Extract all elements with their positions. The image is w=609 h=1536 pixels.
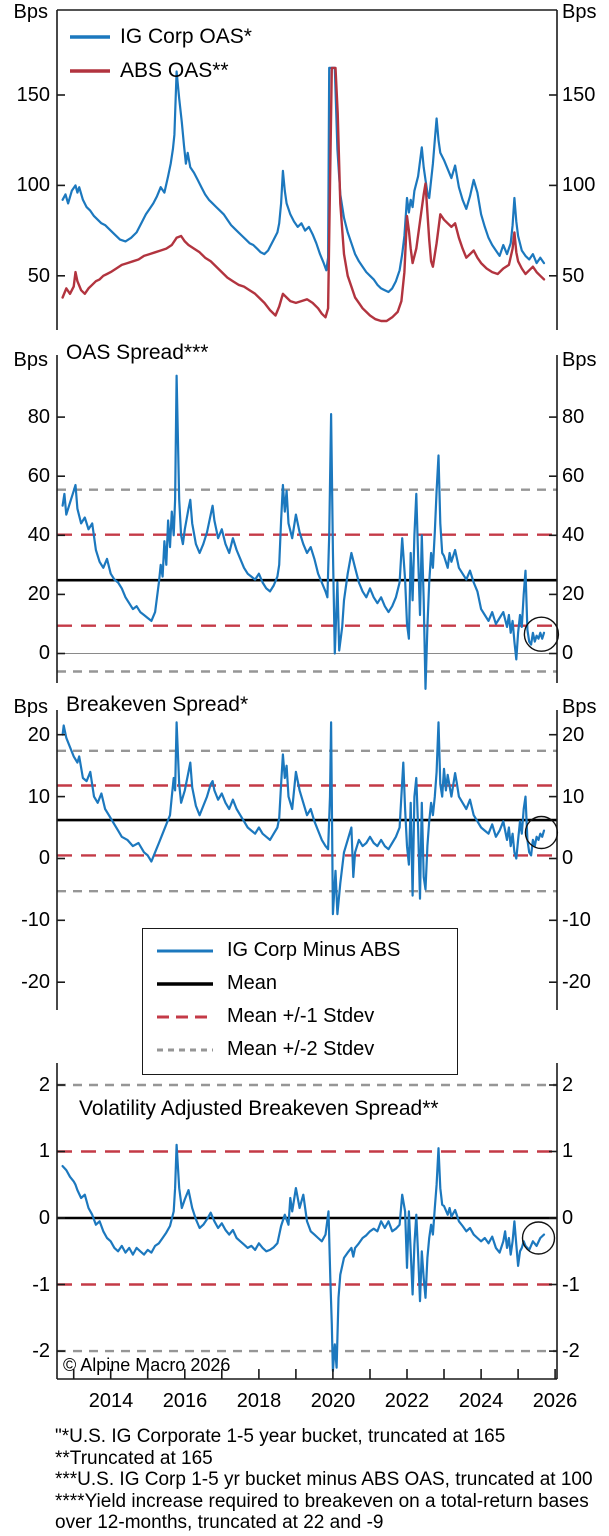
legend-label: Mean +/-2 Stdev (227, 1038, 375, 1060)
y-tick-label-left: 0 (38, 642, 50, 664)
legend-label: Mean (227, 972, 278, 994)
y-tick-label-left: -10 (21, 909, 50, 931)
y-tick-label-right: 0 (562, 1207, 574, 1229)
legend-item-ig-corp-minus-abs: IG Corp Minus ABS (143, 934, 457, 967)
panel-2-unit-label-right: Bps (562, 349, 597, 371)
y-tick-label-right: 10 (562, 786, 585, 808)
panel-3-legend-box: IG Corp Minus ABS Mean Mean +/-1 Stdev M… (142, 928, 458, 1075)
y-tick-label-right: 50 (562, 265, 585, 287)
footnote-line: **Truncated at 165 (55, 1447, 213, 1469)
x-tick-label: 2022 (384, 1390, 430, 1412)
y-tick-label-left: 60 (27, 465, 50, 487)
series-line-breakeven-spread (61, 721, 546, 916)
x-tick-label: 2024 (458, 1390, 504, 1412)
series-line-volatility-adjusted-breakeven-spread (61, 1143, 546, 1373)
y-tick-label-left: 150 (16, 84, 50, 106)
series-line-ig-corp-oas (61, 66, 546, 294)
copyright-notice: © Alpine Macro 2026 (63, 1355, 231, 1375)
y-tick-label-right: 0 (562, 642, 574, 664)
y-tick-label-right: 0 (562, 847, 574, 869)
legend-item-mean-2-stdev: Mean +/-2 Stdev (143, 1033, 457, 1066)
latest-value-circle (524, 815, 559, 850)
y-tick-label-right: 100 (562, 174, 596, 196)
y-tick-label-right: 150 (562, 84, 596, 106)
panel-3-unit-label-left: Bps (13, 696, 48, 718)
y-tick-label-right: -10 (562, 909, 591, 931)
y-tick-label-left: 10 (27, 786, 50, 808)
series-line-oas-spread-ig-corp-minus-abs (61, 374, 546, 691)
series-line-abs-oas (61, 66, 546, 323)
y-tick-label-right: -20 (562, 971, 591, 993)
y-tick-label-left: 0 (38, 847, 50, 869)
legend-item-mean-1-stdev: Mean +/-1 Stdev (143, 1000, 457, 1033)
y-tick-label-right: -1 (562, 1274, 580, 1296)
footnote-line: "*U.S. IG Corporate 1-5 year bucket, tru… (55, 1426, 506, 1447)
latest-value-circle (521, 1221, 556, 1255)
y-tick-label-left: 100 (16, 174, 50, 196)
y-tick-label-left: 50 (27, 265, 50, 287)
legend-label: ABS OAS** (120, 59, 229, 82)
y-tick-label-right: 2 (562, 1074, 574, 1096)
y-tick-label-left: -20 (21, 971, 50, 993)
y-tick-label-right: 20 (562, 724, 585, 746)
y-tick-label-left: 40 (27, 524, 50, 546)
panel-2-plot (56, 355, 560, 691)
y-tick-label-left: 1 (38, 1140, 50, 1162)
panel-1-legend: IG Corp OAS* ABS OAS** (70, 20, 252, 88)
y-tick-label-right: 60 (562, 465, 585, 487)
panel-3-unit-label-right: Bps (562, 696, 597, 718)
panel-1-plot (56, 9, 558, 330)
panel-3-plot (56, 710, 559, 1010)
y-tick-label-left: -1 (32, 1274, 50, 1296)
y-tick-label-left: 20 (27, 724, 50, 746)
panel-2-title: OAS Spread*** (66, 341, 209, 364)
footnote-line: ***U.S. IG Corp 1-5 yr bucket minus ABS … (55, 1469, 593, 1490)
blue-line-swatch-icon (157, 949, 213, 952)
y-tick-label-right: 20 (562, 583, 585, 605)
y-tick-label-right: 1 (562, 1140, 574, 1162)
legend-item-mean: Mean (143, 967, 457, 1000)
x-tick-label: 2014 (88, 1390, 134, 1412)
x-tick-label: 2026 (532, 1390, 578, 1412)
footnote-line: ****Yield increase required to breakeven… (55, 1490, 589, 1534)
panel-4-plot (56, 1063, 558, 1380)
y-tick-label-left: 80 (27, 406, 50, 428)
y-tick-label-right: -2 (562, 1340, 580, 1362)
panel-1-unit-label-left: Bps (13, 1, 48, 23)
panel-4-title: Volatility Adjusted Breakeven Spread** (79, 1097, 439, 1120)
panel-3-title: Breakeven Spread* (66, 693, 249, 716)
blue-line-swatch-icon (70, 35, 110, 39)
x-tick-label: 2018 (236, 1390, 282, 1412)
legend-label: IG Corp OAS* (120, 25, 252, 48)
legend-label: IG Corp Minus ABS (227, 939, 401, 961)
x-tick-label: 2016 (162, 1390, 208, 1412)
y-tick-label-left: 0 (38, 1207, 50, 1229)
y-tick-label-right: 80 (562, 406, 585, 428)
gray-dashed-swatch-icon (157, 1048, 213, 1051)
panel-1-unit-label-right: Bps (562, 1, 597, 23)
red-dashed-swatch-icon (157, 1015, 213, 1018)
y-tick-label-left: 20 (27, 583, 50, 605)
y-tick-label-left: -2 (32, 1340, 50, 1362)
red-line-swatch-icon (70, 69, 110, 73)
y-tick-label-left: 2 (38, 1074, 50, 1096)
panel-2-unit-label-left: Bps (13, 349, 48, 371)
legend-item-ig-corp-oas: IG Corp OAS* (70, 20, 252, 54)
legend-item-abs-oas: ABS OAS** (70, 54, 252, 88)
legend-label: Mean +/-1 Stdev (227, 1005, 375, 1027)
latest-value-circle (523, 616, 560, 652)
footnotes: "*U.S. IG Corporate 1-5 year bucket, tru… (55, 1426, 609, 1534)
x-tick-label: 2020 (310, 1390, 356, 1412)
black-line-swatch-icon (157, 981, 213, 986)
y-tick-label-right: 40 (562, 524, 585, 546)
